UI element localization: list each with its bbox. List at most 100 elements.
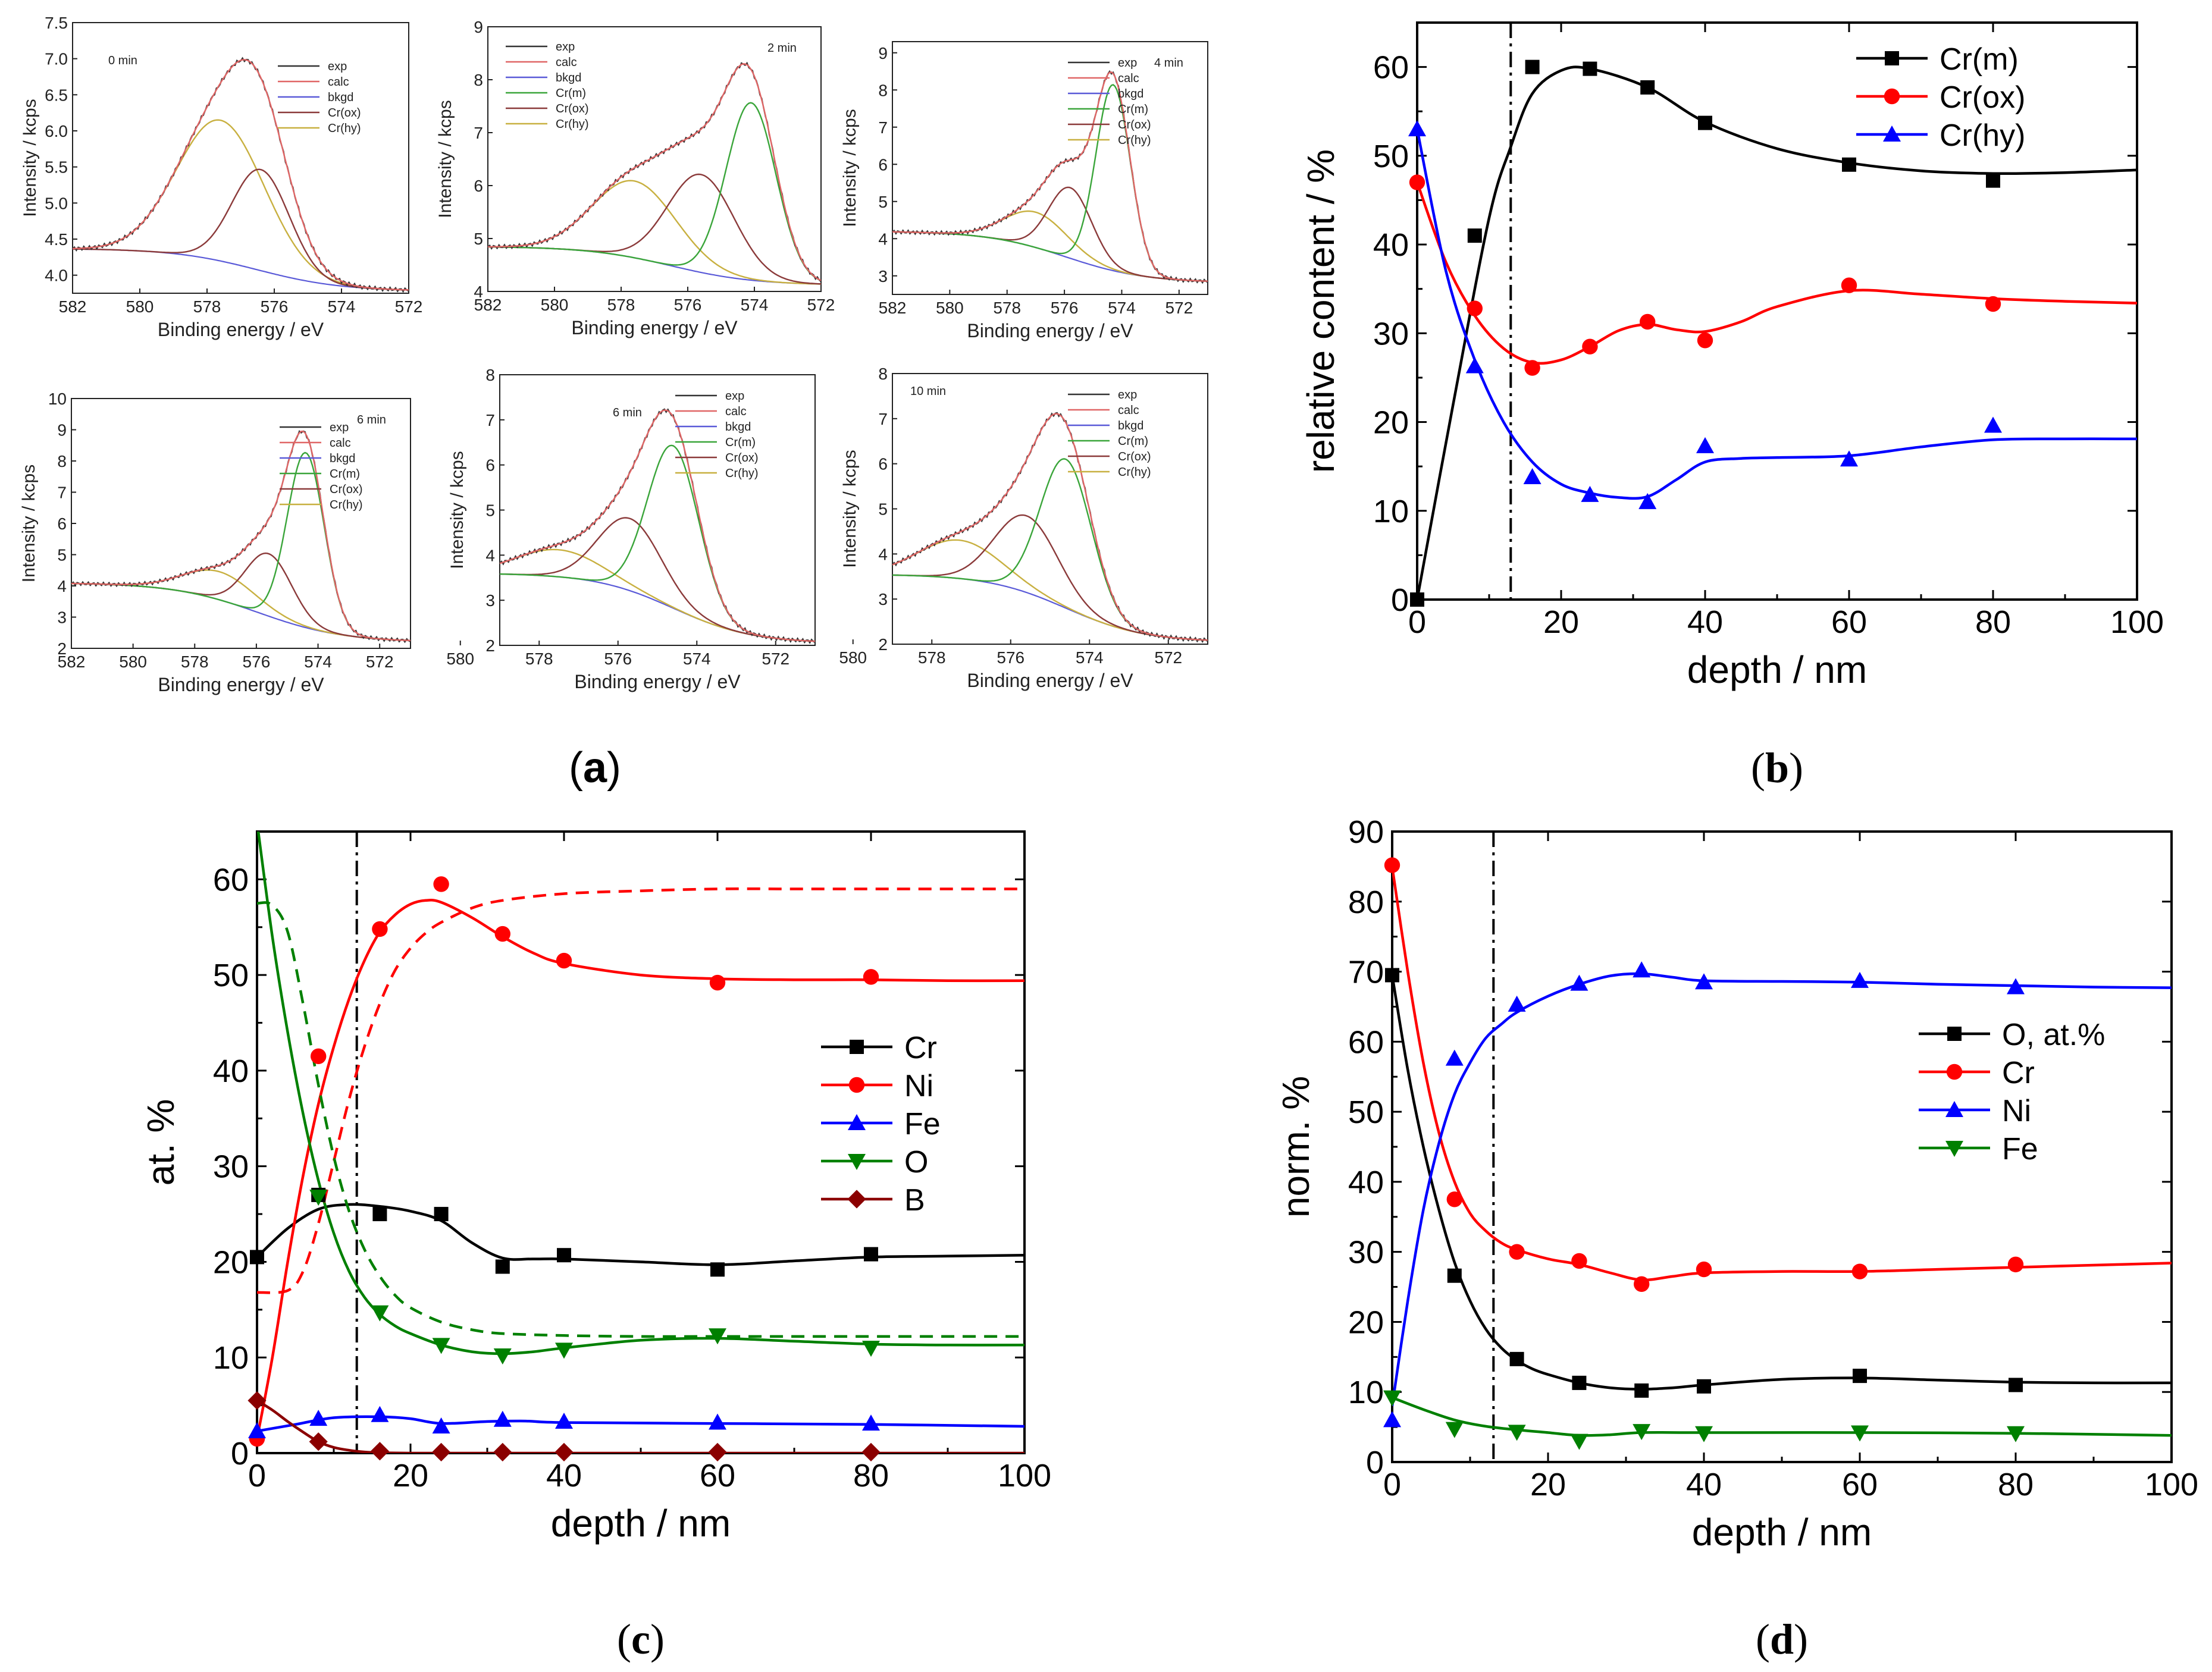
legend-marker bbox=[1947, 1027, 1962, 1041]
y-tick-label: 0 bbox=[231, 1436, 249, 1472]
data-point-fe bbox=[555, 1412, 573, 1429]
subplot-curves bbox=[488, 61, 821, 285]
x-tick-label: 578 bbox=[607, 296, 635, 314]
legend-entry: calc bbox=[556, 56, 577, 69]
x-axis-label: Binding energy / eV bbox=[571, 317, 738, 338]
data-point-cr bbox=[557, 1248, 571, 1263]
caption-letter: a bbox=[583, 744, 607, 792]
caption-paren: ) bbox=[650, 1615, 665, 1663]
y-tick-label: 4.5 bbox=[45, 230, 68, 249]
data-point-fe bbox=[432, 1417, 450, 1433]
y-tick-label: 40 bbox=[1348, 1165, 1384, 1200]
data-point-ni bbox=[1445, 1049, 1464, 1066]
data-point-cr bbox=[864, 1247, 878, 1262]
xps-subplot: 582 580 578 576 574 572 4.0 4.5 5.0 5.5 6.0 6.5 7.0 7… bbox=[20, 14, 422, 340]
legend-entry: Cr bbox=[904, 1031, 937, 1065]
subplot-curves bbox=[71, 429, 411, 644]
y-tick-label: 7 bbox=[878, 410, 888, 428]
y-tick-label: 8 bbox=[485, 366, 495, 384]
legend-entry: exp bbox=[1118, 57, 1137, 70]
data-point-fe bbox=[862, 1414, 880, 1431]
legend-entry: exp bbox=[725, 390, 744, 403]
legend-entry: Cr(ox) bbox=[1118, 450, 1151, 463]
data-point-ni bbox=[556, 952, 572, 969]
y-tick-label: 9 bbox=[474, 18, 483, 36]
x-tick-label: 580 bbox=[446, 650, 474, 668]
y-axis-label: Intensity / kcps bbox=[19, 465, 39, 582]
x-tick-label: 100 bbox=[998, 1458, 1051, 1494]
data-point-b bbox=[493, 1442, 512, 1461]
y-axis-label: norm. % bbox=[1274, 1076, 1317, 1218]
data-point-cr-ox- bbox=[1467, 300, 1483, 316]
fit-curve-b bbox=[257, 1399, 1024, 1453]
subplot-curves bbox=[892, 70, 1208, 284]
x-tick-label: 578 bbox=[993, 299, 1021, 317]
legend-marker bbox=[848, 1114, 866, 1130]
legend-entry: bkgd bbox=[725, 421, 751, 434]
caption-paren: ) bbox=[1794, 1615, 1808, 1663]
y-tick-label: 40 bbox=[1373, 227, 1409, 263]
x-tick-label: 0 bbox=[1383, 1467, 1401, 1502]
y-tick-label: 40 bbox=[213, 1053, 249, 1089]
y-tick-label: 6 bbox=[57, 515, 67, 533]
legend-entry: Fe bbox=[2002, 1132, 2038, 1166]
data-point-b bbox=[708, 1442, 727, 1461]
legend-entry: Cr(m) bbox=[725, 436, 756, 449]
y-tick-label: 10 bbox=[1348, 1375, 1384, 1410]
y-tick-label: 50 bbox=[1373, 139, 1409, 174]
x-axis-label: Binding energy / eV bbox=[967, 670, 1133, 691]
x-tick-label: 576 bbox=[604, 650, 632, 668]
x-tick-label: 80 bbox=[1975, 604, 2011, 640]
y-tick-label: 50 bbox=[1348, 1094, 1384, 1130]
x-axis-label: depth / nm bbox=[1692, 1511, 1872, 1554]
data-point-o-at- bbox=[1634, 1383, 1649, 1398]
x-tick-label: 80 bbox=[1998, 1467, 2034, 1502]
data-point-o-at- bbox=[1447, 1268, 1462, 1283]
y-tick-label: 8 bbox=[878, 365, 888, 383]
y-tick-label: 30 bbox=[1373, 316, 1409, 352]
y-tick-label: 0 bbox=[1366, 1445, 1384, 1480]
legend-entry: Cr(ox) bbox=[330, 483, 363, 496]
legend-entry: Cr(hy) bbox=[328, 122, 361, 135]
sputter-time-label: 4 min bbox=[1154, 57, 1183, 70]
legend-entry: Cr(m) bbox=[330, 468, 360, 481]
y-axis-label: at. % bbox=[139, 1099, 182, 1186]
subplot-curves bbox=[892, 412, 1208, 643]
x-axis-label: Binding energy / eV bbox=[574, 671, 741, 692]
curve-calc bbox=[892, 413, 1208, 641]
x-tick-label: 100 bbox=[2110, 604, 2164, 640]
data-point-cr bbox=[710, 1262, 725, 1277]
data-point-cr bbox=[250, 1250, 264, 1265]
data-point-fe bbox=[1633, 1424, 1651, 1441]
data-point-cr-hy- bbox=[1523, 468, 1541, 485]
data-point-ni bbox=[2007, 978, 2025, 995]
data-point-ni bbox=[1508, 995, 1526, 1012]
caption-paren: ( bbox=[1756, 1615, 1770, 1663]
legend-entry: Cr(ox) bbox=[725, 451, 759, 465]
y-tick-label: 70 bbox=[1348, 955, 1384, 990]
y-tick-label: 60 bbox=[213, 862, 249, 898]
y-tick-label: 7.0 bbox=[45, 50, 68, 68]
data-point-ni bbox=[709, 974, 726, 991]
x-tick-label: 576 bbox=[674, 296, 702, 314]
data-point-ni bbox=[1383, 1411, 1401, 1428]
legend-entry: bkgd bbox=[556, 71, 581, 84]
subplot-frame bbox=[892, 41, 1208, 295]
fit-curve-cr-ox- bbox=[1417, 181, 2137, 365]
x-tick-label: 20 bbox=[1530, 1467, 1566, 1502]
data-point-cr-hy- bbox=[1638, 492, 1657, 509]
y-tick-label: 6 bbox=[485, 456, 495, 475]
x-tick-label: 580 bbox=[541, 296, 569, 314]
panel-b: 0 20 40 60 80 100 0 10 20 30 40 50 60 depth / nm relat… bbox=[1299, 21, 2164, 792]
legend-entry: Cr bbox=[2002, 1056, 2035, 1090]
data-point-cr-ox- bbox=[1524, 360, 1540, 376]
fit-curve-o-dashed- bbox=[257, 901, 1024, 1338]
data-point-o bbox=[309, 1190, 328, 1206]
x-tick-label: 60 bbox=[700, 1458, 735, 1494]
curves bbox=[257, 832, 1024, 1453]
data-point-ni bbox=[1633, 961, 1651, 978]
y-tick-label: 9 bbox=[878, 44, 888, 62]
curve-cr-m- bbox=[488, 102, 821, 281]
